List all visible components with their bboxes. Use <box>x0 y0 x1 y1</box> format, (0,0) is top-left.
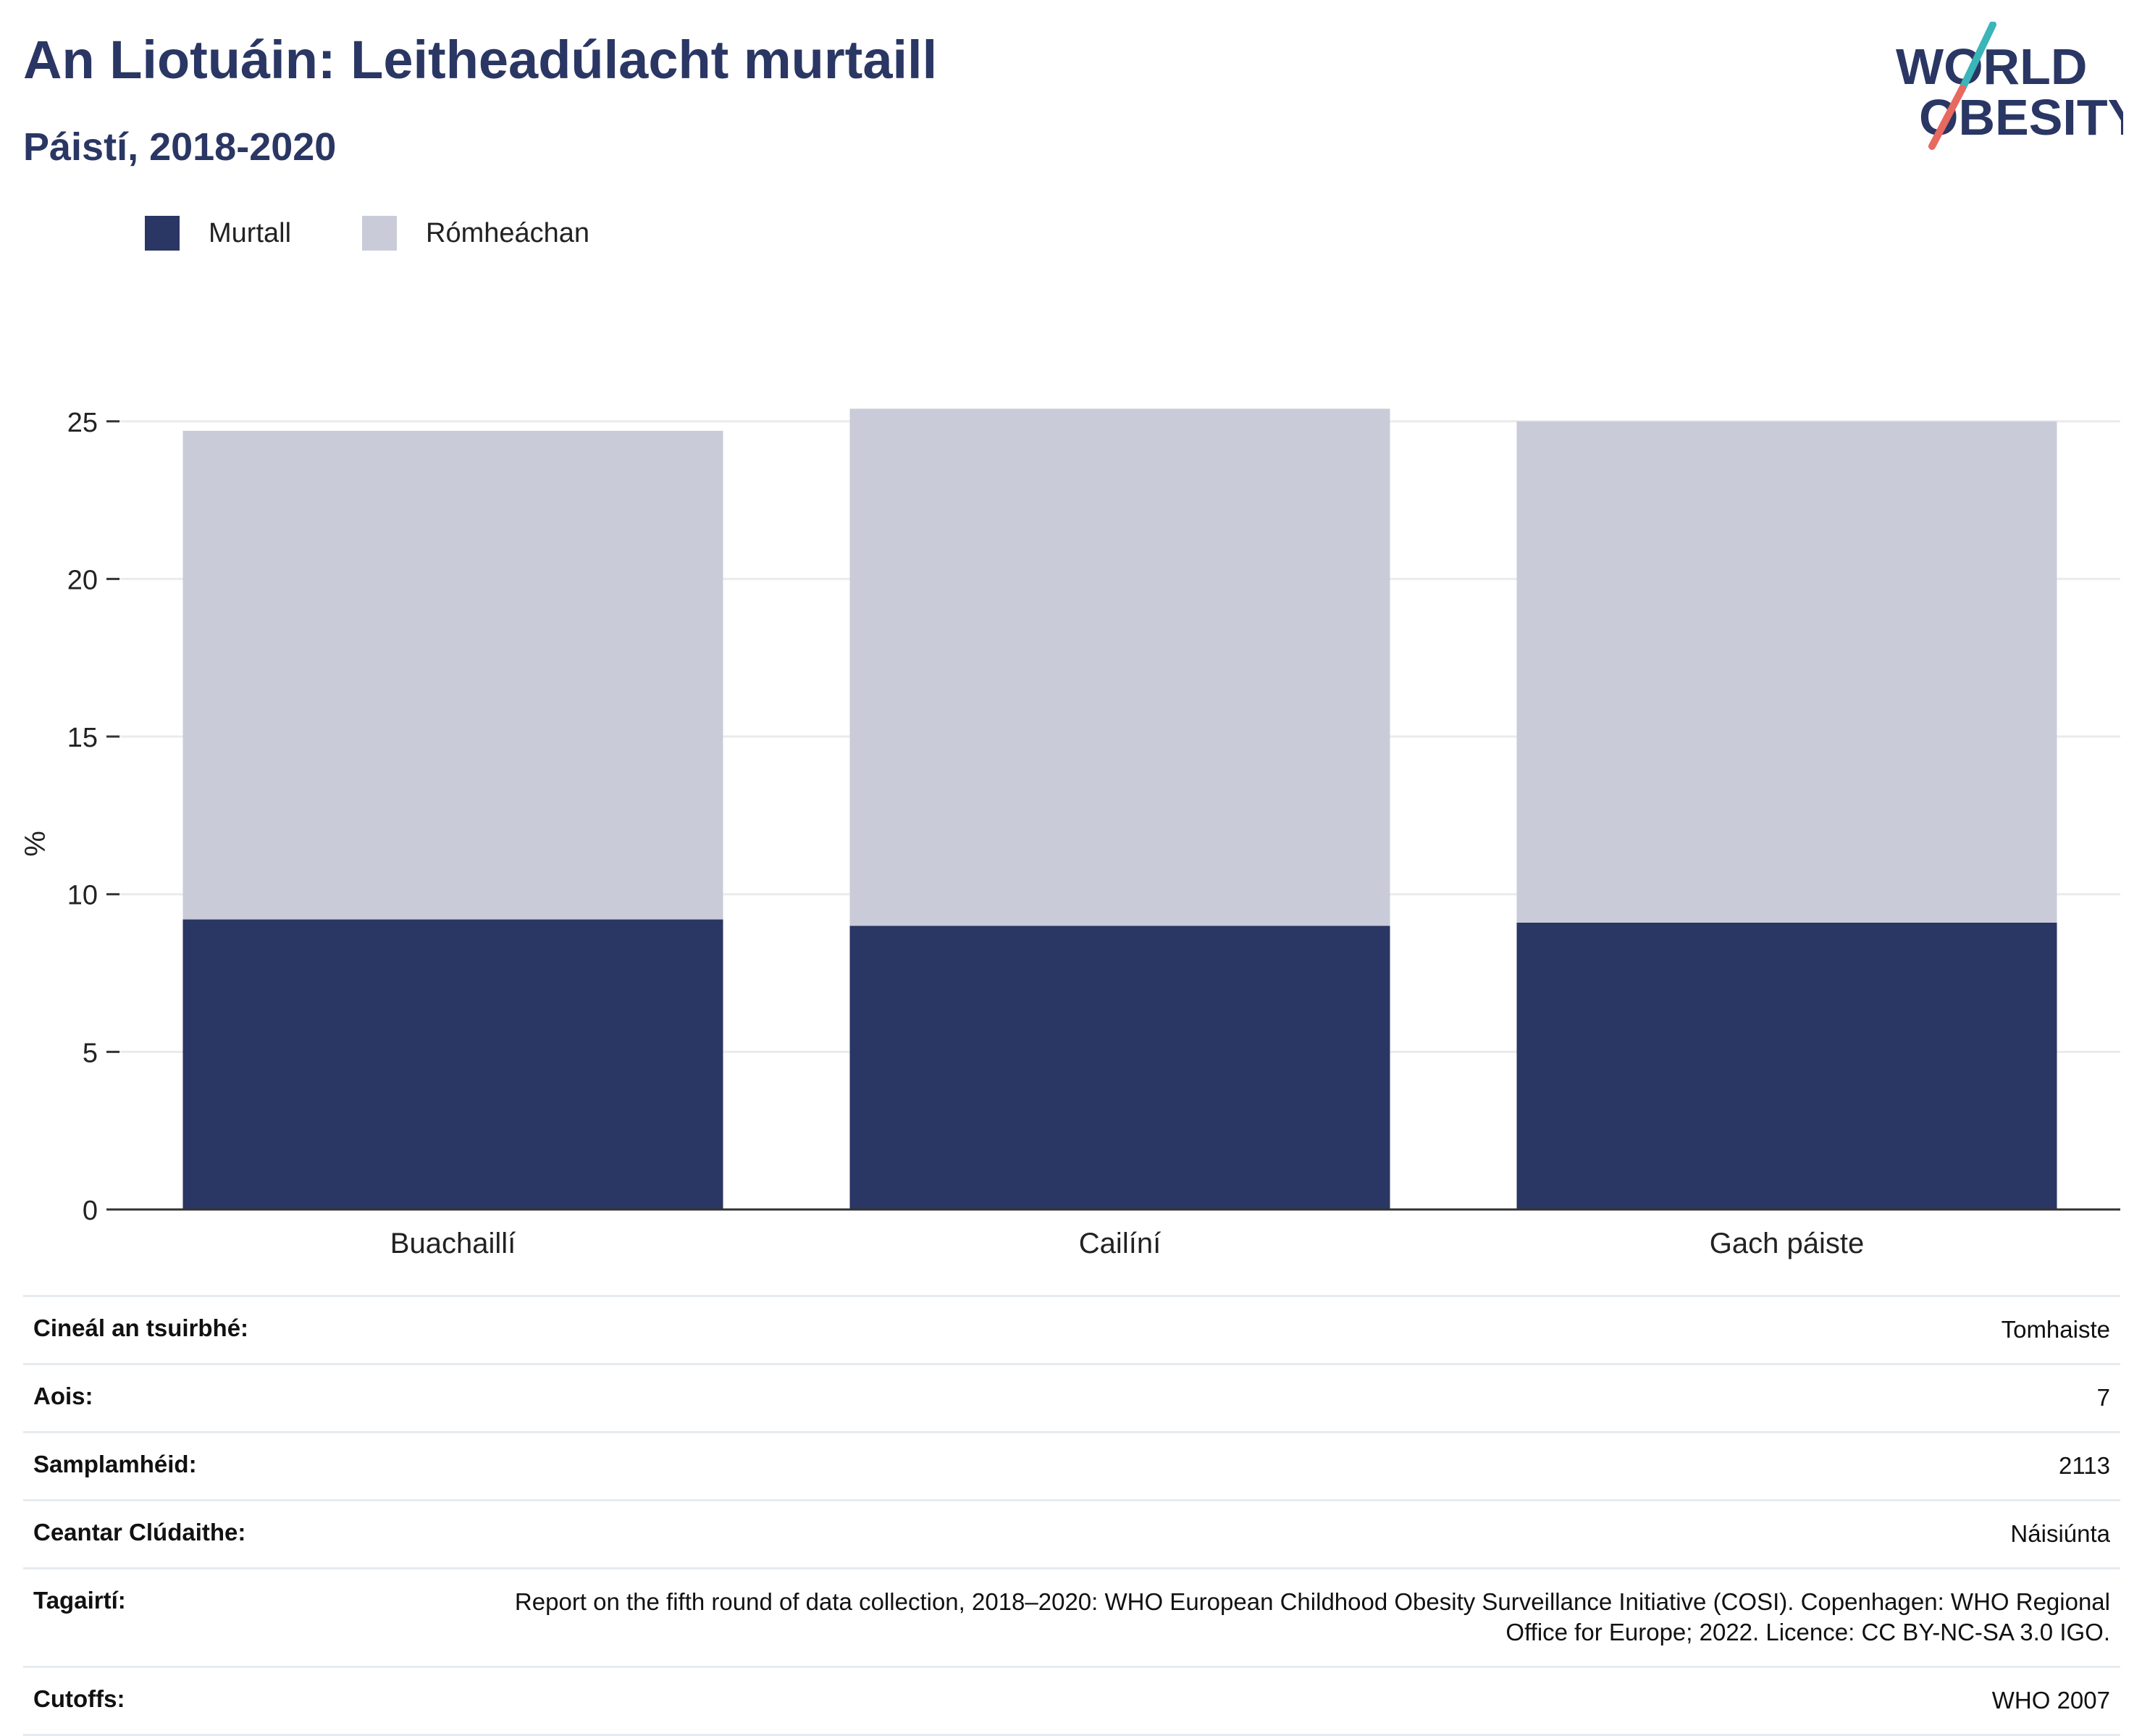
bar-romheachan <box>849 408 1390 926</box>
details-value: WHO 2007 <box>478 1666 2120 1736</box>
chart-subtitle: Páistí, 2018-2020 <box>23 125 337 169</box>
details-row: Ceantar Clúdaithe: Náisiúnta <box>23 1498 2120 1569</box>
y-tick-label: 0 <box>83 1196 98 1226</box>
x-axis-ticks: Buachaillí Cailíní Gach páiste <box>390 1228 1864 1259</box>
chart-title: An Liotuáin: Leitheadúlacht murtaill <box>23 30 938 90</box>
details-row: Tagairtí: Report on the fifth round of da… <box>23 1567 2120 1667</box>
details-row: Aois: 7 <box>23 1362 2120 1433</box>
y-tick-label: 15 <box>67 723 98 753</box>
bar-murtall <box>182 919 723 1209</box>
legend-item-romheachan: Rómheáchan <box>326 216 589 251</box>
y-tick-label: 25 <box>67 408 98 438</box>
details-value: Tomhaiste <box>478 1295 2120 1364</box>
y-tick-label: 10 <box>67 881 98 911</box>
x-tick-label: Gach páiste <box>1710 1228 1864 1259</box>
y-axis-ticks: 0 5 10 15 20 25 <box>67 408 119 1226</box>
legend-label-murtall: Murtall <box>209 217 292 248</box>
bar-murtall <box>849 926 1390 1209</box>
details-value: 7 <box>478 1362 2120 1433</box>
bar-romheachan <box>182 430 723 920</box>
x-tick-label: Buachaillí <box>390 1228 516 1259</box>
details-row: Cutoffs: WHO 2007 <box>23 1666 2120 1736</box>
details-key: Samplamhéid: <box>23 1430 478 1501</box>
details-key: Ceantar Clúdaithe: <box>23 1498 478 1569</box>
legend: Murtall Rómheáchan <box>145 216 624 251</box>
details-value: Náisiúnta <box>478 1498 2120 1569</box>
details-table: Cineál an tsuirbhé: Tomhaiste Aois: 7 Sampla… <box>23 1295 2120 1736</box>
details-value: 2113 <box>478 1430 2120 1501</box>
legend-label-romheachan: Rómheáchan <box>426 217 590 248</box>
legend-swatch-romheachan <box>362 216 398 251</box>
details-key: Aois: <box>23 1362 478 1433</box>
bar-murtall <box>1516 922 2057 1209</box>
details-key: Cineál an tsuirbhé: <box>23 1295 478 1364</box>
x-tick-label: Cailíní <box>1079 1228 1161 1259</box>
world-obesity-logo: WORLD OBESITY <box>1891 21 2141 152</box>
legend-item-murtall: Murtall <box>145 216 291 251</box>
bars <box>182 408 2057 1209</box>
bar-romheachan <box>1516 421 2057 923</box>
y-tick-label: 20 <box>67 565 98 595</box>
details-row: Samplamhéid: 2113 <box>23 1430 2120 1501</box>
details-row: Cineál an tsuirbhé: Tomhaiste <box>23 1295 2120 1364</box>
logo-line1: WORLD <box>1896 38 2087 95</box>
details-value: Report on the fifth round of data collec… <box>478 1567 2120 1667</box>
y-tick-label: 5 <box>83 1038 98 1068</box>
details-key: Tagairtí: <box>23 1567 478 1667</box>
y-axis-label: % <box>20 831 51 857</box>
legend-swatch-murtall <box>145 216 180 251</box>
details-key: Cutoffs: <box>23 1666 478 1736</box>
